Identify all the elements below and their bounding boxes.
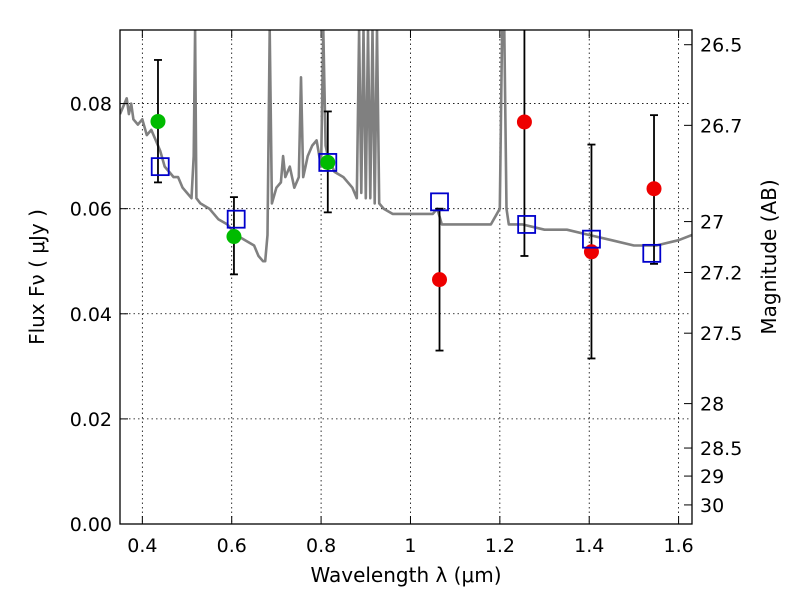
data-point-circle [320, 154, 336, 170]
model-point-square [517, 215, 537, 234]
y-tick-label: 0.06 [70, 199, 112, 221]
model-point-square [318, 153, 338, 172]
x-tick-label: 1 [404, 535, 416, 557]
y-tick-label: 0.02 [70, 409, 112, 431]
model-point-square [150, 157, 170, 177]
axis-ticks: 0.4 0.6 0.8 1 1.2 1.4 1.6 0.00 0.02 0.04 0.06 0.08 2… [70, 30, 742, 557]
x-tick-label: 1.6 [663, 535, 693, 557]
y-tick-label: 0.00 [70, 514, 112, 536]
grid [120, 30, 692, 525]
x-tick-label: 0.4 [127, 535, 157, 557]
data-point-circle [226, 229, 242, 245]
right-tick-label: 27 [700, 212, 724, 234]
plot-frame [119, 29, 693, 525]
model-point-square [642, 243, 662, 263]
right-tick-label: 27.2 [700, 262, 742, 284]
plot-series [120, 30, 692, 360]
model-point-square [226, 209, 246, 229]
model-point-square [582, 229, 601, 249]
right-tick-label: 27.5 [700, 323, 742, 345]
x-tick-label: 0.6 [217, 535, 247, 557]
data-point-circle [646, 181, 662, 197]
x-tick-label: 0.8 [306, 535, 336, 557]
data-point-circle [150, 113, 166, 129]
right-tick-label: 26.7 [700, 115, 742, 137]
data-point-circle [516, 114, 532, 130]
x-tick-label: 1.4 [574, 535, 604, 557]
model-point-square [430, 192, 449, 212]
right-tick-label: 28.5 [700, 438, 742, 460]
x-tick-label: 1.2 [485, 535, 515, 557]
x-axis-title: Wavelength λ (μm) [310, 563, 501, 587]
right-tick-label: 26.5 [700, 35, 742, 57]
right-tick-label: 28 [700, 394, 724, 416]
data-point-circle [432, 272, 448, 288]
right-axis-title: Magnitude (AB) [757, 179, 781, 334]
spectrum-line [120, 30, 692, 263]
y-axis-title: Flux Fν ( μJy ) [25, 209, 49, 345]
right-tick-label: 30 [700, 495, 724, 517]
y-tick-label: 0.08 [70, 94, 112, 116]
y-tick-label: 0.04 [70, 304, 112, 326]
right-tick-label: 29 [700, 466, 724, 488]
data-point-circle [583, 244, 599, 260]
